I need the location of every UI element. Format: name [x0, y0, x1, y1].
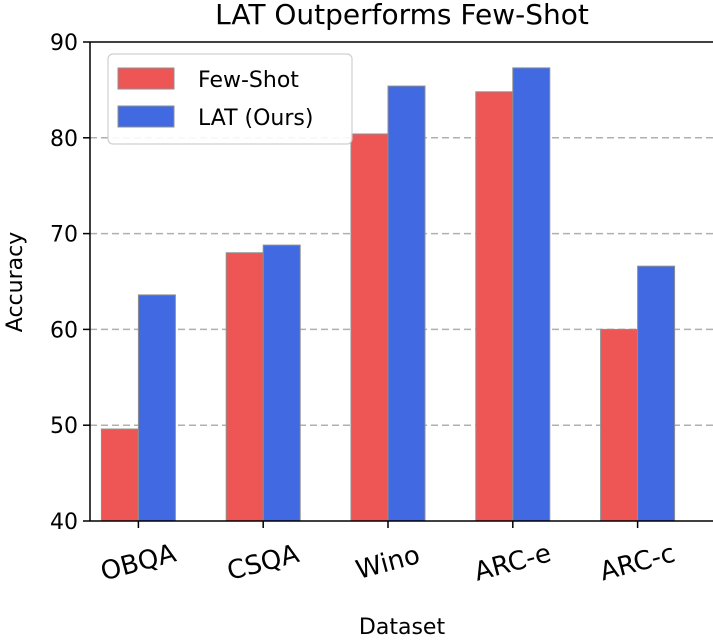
y-tick-label: 90: [50, 31, 78, 56]
bar-few-shot-wino: [350, 133, 389, 522]
x-tick-label: CSQA: [224, 539, 302, 587]
legend-swatch: [117, 105, 175, 128]
bar-lat-ours--wino: [387, 85, 426, 522]
bar-few-shot-arc-e: [475, 91, 514, 522]
y-tick-label: 40: [50, 510, 78, 535]
bar-few-shot-obqa: [100, 428, 139, 522]
x-tick-label: ARC-e: [471, 538, 554, 587]
y-tick-label: 80: [50, 127, 78, 152]
x-tick-label: OBQA: [98, 539, 180, 588]
y-tick-label: 60: [50, 318, 78, 343]
legend: Few-Shot LAT (Ours): [107, 53, 353, 145]
legend-label: LAT (Ours): [198, 106, 313, 131]
bar-lat-ours--arc-c: [637, 265, 676, 522]
x-tick-label: Wino: [353, 540, 423, 586]
y-tick-label: 50: [50, 414, 78, 439]
bar-few-shot-csqa: [225, 252, 264, 522]
x-tick-label: ARC-c: [597, 539, 679, 588]
chart-title: LAT Outperforms Few-Shot: [215, 0, 589, 31]
x-axis-label: Dataset: [359, 615, 446, 640]
y-tick-label: 70: [50, 223, 78, 248]
bar-lat-ours--arc-e: [512, 67, 551, 522]
bar-few-shot-arc-c: [600, 328, 639, 522]
legend-swatch: [117, 67, 175, 90]
y-axis-label: Accuracy: [3, 232, 28, 332]
bar-lat-ours--csqa: [262, 244, 301, 522]
bar-lat-ours--obqa: [137, 294, 176, 522]
legend-label: Few-Shot: [198, 68, 299, 93]
bars: [100, 67, 676, 522]
